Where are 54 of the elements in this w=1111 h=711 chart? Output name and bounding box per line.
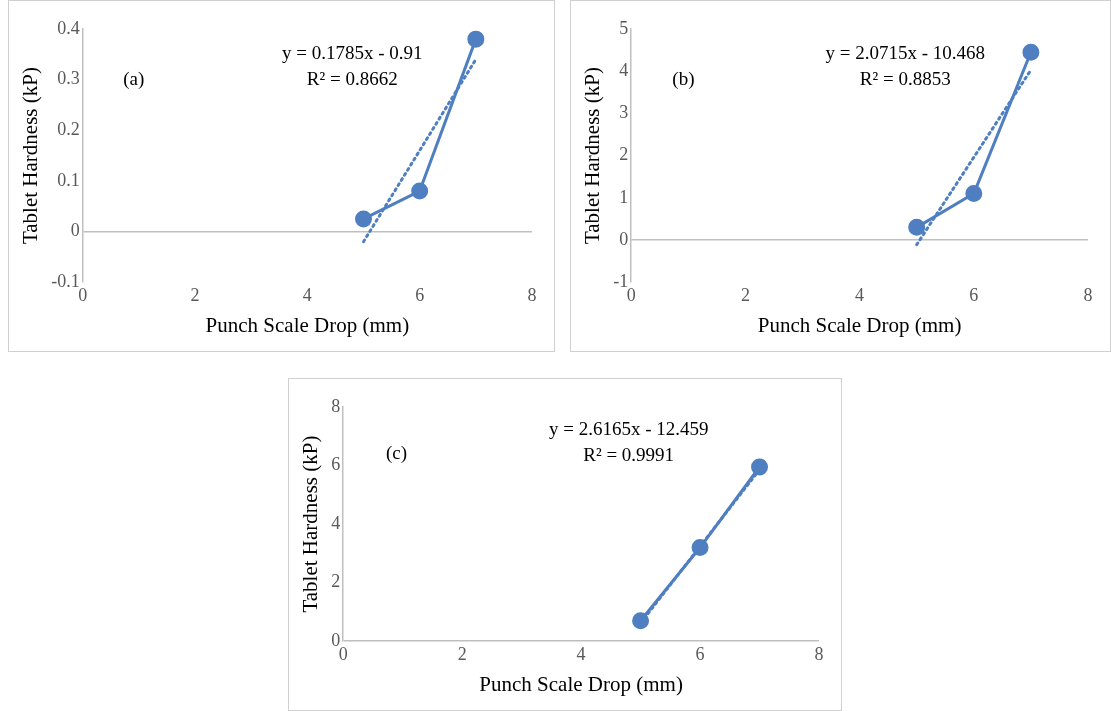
y-axis-title: Tablet Hardness (kP) xyxy=(580,67,605,245)
annotation: (a) xyxy=(123,67,145,90)
annotation: (c) xyxy=(386,441,408,464)
annotation: R² = 0.8662 xyxy=(306,68,398,90)
x-tick-label: 6 xyxy=(415,284,425,305)
y-tick-label: 0 xyxy=(331,629,341,650)
annotation: (b) xyxy=(672,67,695,90)
point xyxy=(632,612,650,630)
x-tick-label: 2 xyxy=(190,284,200,305)
y-tick-label: 0.3 xyxy=(57,68,80,89)
x-tick-label: 6 xyxy=(695,643,705,664)
y-tick-label: 0.1 xyxy=(57,169,80,190)
y-tick-label: 0.2 xyxy=(57,119,80,140)
y-tick-label: 3 xyxy=(619,102,629,123)
x-tick-label: 8 xyxy=(527,284,537,305)
y-axis-title: Tablet Hardness (kP) xyxy=(298,435,323,613)
y-tick-label: 4 xyxy=(619,59,629,80)
x-tick-label: 8 xyxy=(814,643,824,664)
y-tick-label: 5 xyxy=(619,17,629,38)
annotation: R² = 0.9991 xyxy=(583,444,675,466)
annotation: R² = 0.8853 xyxy=(859,68,951,90)
x-tick-label: 4 xyxy=(855,284,865,305)
point xyxy=(355,210,373,228)
x-tick-label: 6 xyxy=(969,284,979,305)
point xyxy=(751,458,769,476)
point xyxy=(691,539,709,557)
y-tick-label: 1 xyxy=(619,186,629,207)
x-tick-label: 2 xyxy=(457,643,467,664)
y-tick-label: 2 xyxy=(619,144,629,165)
y-tick-label: 8 xyxy=(331,395,341,416)
x-axis-title: Punch Scale Drop (mm) xyxy=(205,312,410,337)
y-axis-title: Tablet Hardness (kP) xyxy=(18,67,43,245)
point xyxy=(908,218,926,236)
annotation: y = 2.0715x - 10.468 xyxy=(825,42,986,64)
y-tick-label: 4 xyxy=(331,512,341,533)
y-tick-label: 2 xyxy=(331,571,341,592)
x-tick-label: 4 xyxy=(302,284,312,305)
point xyxy=(467,30,485,48)
y-tick-label: 0 xyxy=(619,228,629,249)
annotation: y = 0.1785x - 0.91 xyxy=(282,42,423,64)
x-tick-label: 2 xyxy=(740,284,750,305)
y-tick-label: -0.1 xyxy=(51,270,80,291)
x-axis-title: Punch Scale Drop (mm) xyxy=(757,312,962,337)
point xyxy=(1022,43,1040,61)
y-tick-label: 0.4 xyxy=(57,17,80,38)
annotation: y = 2.6165x - 12.459 xyxy=(548,418,709,440)
y-tick-label: 6 xyxy=(331,454,341,475)
y-tick-label: 0 xyxy=(70,220,80,241)
point xyxy=(411,182,429,200)
x-tick-label: 8 xyxy=(1083,284,1093,305)
x-axis-title: Punch Scale Drop (mm) xyxy=(479,671,683,696)
point xyxy=(965,185,983,203)
y-tick-label: -1 xyxy=(613,270,629,291)
x-tick-label: 4 xyxy=(576,643,586,664)
